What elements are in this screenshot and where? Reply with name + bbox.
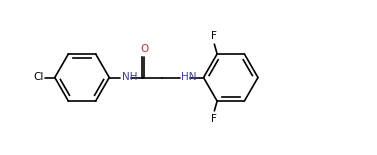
Text: O: O xyxy=(140,44,148,54)
Text: F: F xyxy=(211,114,217,124)
Text: F: F xyxy=(211,31,217,41)
Text: Cl: Cl xyxy=(34,73,44,82)
Text: HN: HN xyxy=(181,73,197,82)
Text: NH: NH xyxy=(122,73,137,82)
